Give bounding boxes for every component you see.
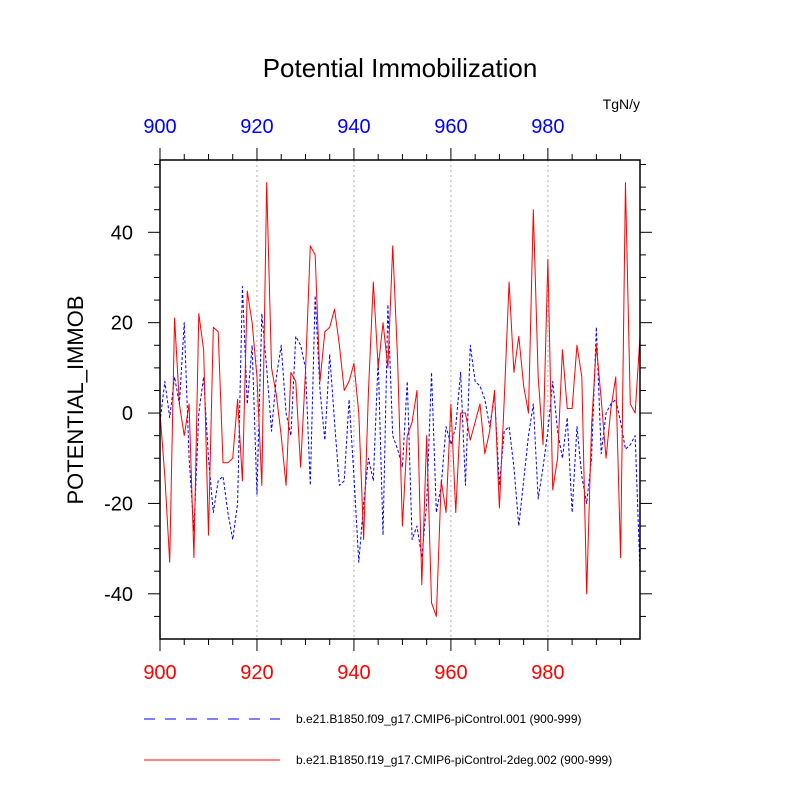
x-tick-label-top-920: 920 <box>240 116 273 138</box>
legend: b.e21.B1850.f09_g17.CMIP6-piControl.001 … <box>144 712 612 767</box>
series-layer <box>159 182 641 617</box>
x-tick-label-bottom-960: 960 <box>434 662 467 684</box>
y-tick-label--20: -20 <box>104 493 133 515</box>
axis-ticks <box>148 148 652 651</box>
x-tick-label-top-940: 940 <box>337 116 370 138</box>
legend-label-series-1: b.e21.B1850.f09_g17.CMIP6-piControl.001 … <box>296 712 582 726</box>
x-tick-label-top-960: 960 <box>434 116 467 138</box>
x-tick-label-bottom-900: 900 <box>143 662 176 684</box>
tick-labels: 900 900 920 920 940 940 960 960 980 980 -40 -20 0 20 4… <box>104 116 564 684</box>
x-tick-label-top-900: 900 <box>143 116 176 138</box>
series-line-2 <box>159 182 641 617</box>
y-tick-label-20: 20 <box>111 313 133 335</box>
chart-title: Potential Immobilization <box>263 53 538 83</box>
y-axis-label: POTENTIAL_IMMOB <box>63 295 88 504</box>
x-tick-label-bottom-920: 920 <box>240 662 273 684</box>
units-label: TgN/y <box>603 96 640 112</box>
x-tick-label-bottom-940: 940 <box>337 662 370 684</box>
y-tick-label-0: 0 <box>122 403 133 425</box>
x-tick-label-top-980: 980 <box>531 116 564 138</box>
legend-label-series-2: b.e21.B1850.f19_g17.CMIP6-piControl-2deg… <box>296 753 612 767</box>
x-tick-label-bottom-980: 980 <box>531 662 564 684</box>
y-tick-label--40: -40 <box>104 584 133 606</box>
plot-frame <box>159 159 641 640</box>
y-tick-label-40: 40 <box>111 222 133 244</box>
